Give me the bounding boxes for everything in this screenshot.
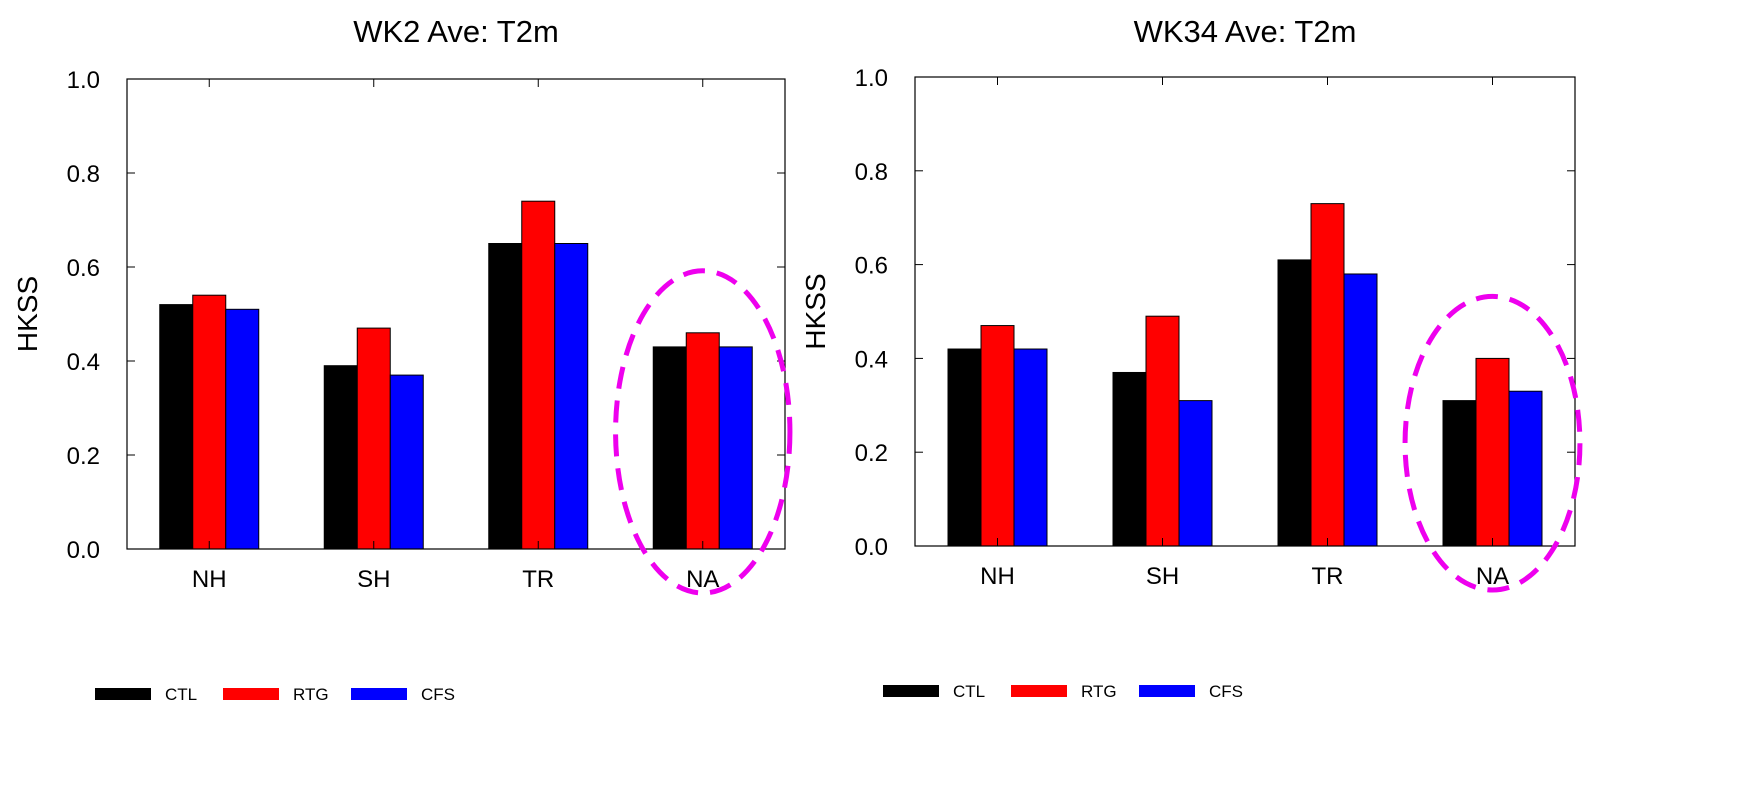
y-tick-label: 0.4: [67, 349, 100, 376]
x-tick-label: SH: [357, 566, 390, 593]
legend-swatch-rtg: [1011, 685, 1067, 697]
y-tick-label: 0.4: [855, 346, 888, 373]
bar-cfs-nh: [1013, 348, 1048, 547]
x-tick-label: NH: [980, 563, 1015, 590]
plot-frame: [126, 78, 786, 550]
y-tick-label: 0.2: [67, 443, 100, 470]
y-tick-label: 0.2: [855, 440, 888, 467]
bar-rtg-na: [1475, 357, 1510, 547]
bar-rtg-tr: [521, 200, 556, 550]
bar-cfs-tr: [554, 243, 589, 550]
y-tick-label: 0.6: [67, 255, 100, 282]
highlight-ellipse: [613, 268, 793, 596]
bar-rtg-sh: [1145, 315, 1180, 547]
chart-title: WK34 Ave: T2m: [1134, 14, 1357, 49]
y-tick-label: 0.0: [855, 534, 888, 561]
y-tick-label: 0.8: [855, 159, 888, 186]
y-tick-label: 1.0: [67, 67, 100, 94]
chart-title: WK2 Ave: T2m: [353, 14, 559, 49]
x-tick-label: SH: [1146, 563, 1179, 590]
bar-ctl-sh: [1112, 371, 1147, 547]
legend-label-cfs: CFS: [421, 685, 455, 704]
x-tick-label: TR: [1312, 563, 1344, 590]
y-axis-label: HKSS: [12, 276, 43, 352]
bar-ctl-sh: [323, 365, 358, 550]
x-tick-label: NA: [1476, 563, 1509, 590]
x-tick-label: NH: [192, 566, 227, 593]
bar-rtg-nh: [192, 294, 227, 550]
bar-cfs-sh: [389, 374, 424, 550]
y-tick-label: 0.0: [67, 537, 100, 564]
legend-swatch-rtg: [223, 688, 279, 700]
y-tick-label: 0.6: [855, 253, 888, 280]
bar-rtg-na: [685, 332, 720, 550]
bar-cfs-nh: [225, 308, 260, 550]
x-tick-label: TR: [522, 566, 554, 593]
bar-cfs-na: [1508, 390, 1543, 547]
bar-cfs-na: [718, 346, 753, 550]
bar-ctl-tr: [488, 243, 523, 550]
y-axis-label: HKSS: [800, 273, 831, 349]
legend-swatch-cfs: [1139, 685, 1195, 697]
legend-label-ctl: CTL: [165, 685, 197, 704]
legend-label-ctl: CTL: [953, 682, 985, 701]
chart-panel-1: WK2 Ave: T2m HKSS NH SH TR NA 0.0 0.2 0.4 0.6 0.8 1…: [12, 14, 793, 704]
y-tick-label: 0.8: [67, 161, 100, 188]
legend-label-rtg: RTG: [1081, 682, 1117, 701]
x-tick-label: NA: [686, 566, 719, 593]
bar-rtg-sh: [356, 327, 391, 550]
plot-frame: [914, 76, 1576, 547]
bar-ctl-nh: [947, 348, 982, 547]
highlight-ellipse: [1402, 293, 1583, 593]
bar-cfs-sh: [1178, 400, 1213, 547]
chart-panel-2: WK34 Ave: T2m HKSS NH SH TR NA 0.0 0.2 0.4 0.6 0.8…: [800, 14, 1583, 701]
bar-ctl-tr: [1277, 259, 1312, 547]
legend-swatch-ctl: [95, 688, 151, 700]
legend-label-cfs: CFS: [1209, 682, 1243, 701]
legend-label-rtg: RTG: [293, 685, 329, 704]
bar-ctl-nh: [159, 304, 194, 550]
y-tick-label: 1.0: [855, 65, 888, 92]
bar-ctl-na: [1442, 400, 1477, 547]
bar-ctl-na: [652, 346, 687, 550]
legend-swatch-ctl: [883, 685, 939, 697]
bar-rtg-tr: [1310, 203, 1345, 547]
bar-cfs-tr: [1343, 273, 1378, 547]
legend-swatch-cfs: [351, 688, 407, 700]
bar-rtg-nh: [980, 325, 1015, 547]
